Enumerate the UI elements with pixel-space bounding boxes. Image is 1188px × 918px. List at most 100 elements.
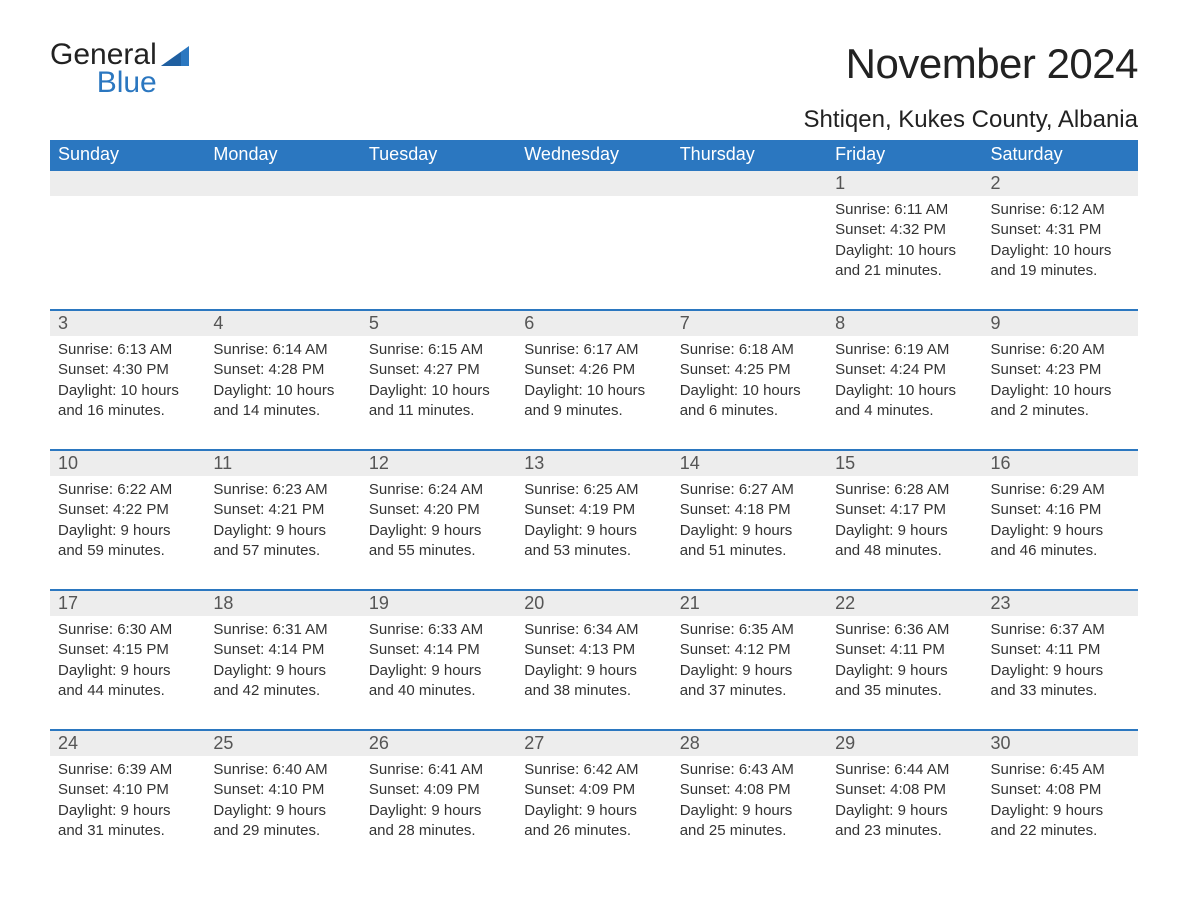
- daylight-text-line1: Daylight: 9 hours: [369, 521, 508, 541]
- sunset-text: Sunset: 4:24 PM: [835, 360, 974, 380]
- day-number-cell: 29: [827, 730, 982, 756]
- weekday-header-row: Sunday Monday Tuesday Wednesday Thursday…: [50, 140, 1138, 170]
- day-detail-cell: [50, 196, 205, 310]
- sunset-text: Sunset: 4:10 PM: [213, 780, 352, 800]
- sunrise-text: Sunrise: 6:39 AM: [58, 760, 197, 780]
- day-detail-cell: Sunrise: 6:17 AMSunset: 4:26 PMDaylight:…: [516, 336, 671, 450]
- daylight-text-line2: and 14 minutes.: [213, 401, 352, 421]
- daynum-row: 10111213141516: [50, 450, 1138, 476]
- sunset-text: Sunset: 4:12 PM: [680, 640, 819, 660]
- month-title: November 2024: [804, 40, 1138, 88]
- sunrise-text: Sunrise: 6:30 AM: [58, 620, 197, 640]
- daylight-text-line1: Daylight: 9 hours: [835, 661, 974, 681]
- day-detail-cell: Sunrise: 6:31 AMSunset: 4:14 PMDaylight:…: [205, 616, 360, 730]
- sunset-text: Sunset: 4:19 PM: [524, 500, 663, 520]
- sunset-text: Sunset: 4:18 PM: [680, 500, 819, 520]
- daylight-text-line1: Daylight: 9 hours: [369, 661, 508, 681]
- weekday-header: Saturday: [983, 140, 1138, 170]
- daylight-text-line1: Daylight: 9 hours: [835, 801, 974, 821]
- day-detail-cell: Sunrise: 6:34 AMSunset: 4:13 PMDaylight:…: [516, 616, 671, 730]
- day-number-cell: 25: [205, 730, 360, 756]
- weekday-header: Tuesday: [361, 140, 516, 170]
- day-number-cell: 21: [672, 590, 827, 616]
- page-root: General Blue November 2024 Shtiqen, Kuke…: [0, 0, 1188, 899]
- sunrise-text: Sunrise: 6:11 AM: [835, 200, 974, 220]
- day-number-cell: 4: [205, 310, 360, 336]
- daylight-text-line2: and 25 minutes.: [680, 821, 819, 841]
- sunset-text: Sunset: 4:23 PM: [991, 360, 1130, 380]
- day-detail-cell: Sunrise: 6:13 AMSunset: 4:30 PMDaylight:…: [50, 336, 205, 450]
- sunset-text: Sunset: 4:15 PM: [58, 640, 197, 660]
- day-number-cell: 18: [205, 590, 360, 616]
- daylight-text-line1: Daylight: 9 hours: [213, 521, 352, 541]
- sunrise-text: Sunrise: 6:37 AM: [991, 620, 1130, 640]
- logo-flag-icon: [161, 46, 189, 66]
- daylight-text-line2: and 40 minutes.: [369, 681, 508, 701]
- daylight-text-line2: and 26 minutes.: [524, 821, 663, 841]
- calendar-table: Sunday Monday Tuesday Wednesday Thursday…: [50, 140, 1138, 869]
- daylight-text-line2: and 55 minutes.: [369, 541, 508, 561]
- daylight-text-line2: and 31 minutes.: [58, 821, 197, 841]
- day-detail-cell: [672, 196, 827, 310]
- daylight-text-line1: Daylight: 9 hours: [991, 801, 1130, 821]
- daylight-text-line1: Daylight: 9 hours: [524, 801, 663, 821]
- sunset-text: Sunset: 4:08 PM: [680, 780, 819, 800]
- daylight-text-line1: Daylight: 9 hours: [369, 801, 508, 821]
- sunrise-text: Sunrise: 6:36 AM: [835, 620, 974, 640]
- day-detail-cell: Sunrise: 6:24 AMSunset: 4:20 PMDaylight:…: [361, 476, 516, 590]
- day-number-cell: 1: [827, 170, 982, 196]
- day-detail-cell: [205, 196, 360, 310]
- day-detail-cell: Sunrise: 6:18 AMSunset: 4:25 PMDaylight:…: [672, 336, 827, 450]
- sunrise-text: Sunrise: 6:24 AM: [369, 480, 508, 500]
- daylight-text-line2: and 28 minutes.: [369, 821, 508, 841]
- daylight-text-line2: and 48 minutes.: [835, 541, 974, 561]
- weekday-header: Friday: [827, 140, 982, 170]
- day-number-cell: [361, 170, 516, 196]
- sunset-text: Sunset: 4:09 PM: [369, 780, 508, 800]
- daylight-text-line1: Daylight: 10 hours: [369, 381, 508, 401]
- day-detail-cell: Sunrise: 6:36 AMSunset: 4:11 PMDaylight:…: [827, 616, 982, 730]
- sunset-text: Sunset: 4:25 PM: [680, 360, 819, 380]
- daynum-row: 12: [50, 170, 1138, 196]
- day-number-cell: 11: [205, 450, 360, 476]
- daylight-text-line2: and 6 minutes.: [680, 401, 819, 421]
- day-detail-cell: Sunrise: 6:23 AMSunset: 4:21 PMDaylight:…: [205, 476, 360, 590]
- day-detail-cell: Sunrise: 6:14 AMSunset: 4:28 PMDaylight:…: [205, 336, 360, 450]
- daylight-text-line2: and 44 minutes.: [58, 681, 197, 701]
- daylight-text-line1: Daylight: 9 hours: [991, 521, 1130, 541]
- day-number-cell: [205, 170, 360, 196]
- sunset-text: Sunset: 4:11 PM: [835, 640, 974, 660]
- daylight-text-line2: and 59 minutes.: [58, 541, 197, 561]
- daylight-text-line2: and 51 minutes.: [680, 541, 819, 561]
- sunrise-text: Sunrise: 6:25 AM: [524, 480, 663, 500]
- sunset-text: Sunset: 4:27 PM: [369, 360, 508, 380]
- day-detail-cell: Sunrise: 6:28 AMSunset: 4:17 PMDaylight:…: [827, 476, 982, 590]
- daylight-text-line1: Daylight: 9 hours: [680, 801, 819, 821]
- sunset-text: Sunset: 4:08 PM: [991, 780, 1130, 800]
- daylight-text-line2: and 11 minutes.: [369, 401, 508, 421]
- daylight-text-line1: Daylight: 9 hours: [213, 801, 352, 821]
- detail-row: Sunrise: 6:22 AMSunset: 4:22 PMDaylight:…: [50, 476, 1138, 590]
- day-detail-cell: Sunrise: 6:27 AMSunset: 4:18 PMDaylight:…: [672, 476, 827, 590]
- day-detail-cell: Sunrise: 6:40 AMSunset: 4:10 PMDaylight:…: [205, 756, 360, 869]
- day-number-cell: 6: [516, 310, 671, 336]
- calendar-body: 12 Sunrise: 6:11 AMSunset: 4:32 PMDaylig…: [50, 170, 1138, 869]
- weekday-header: Thursday: [672, 140, 827, 170]
- sunrise-text: Sunrise: 6:28 AM: [835, 480, 974, 500]
- logo: General Blue: [50, 40, 189, 98]
- sunrise-text: Sunrise: 6:19 AM: [835, 340, 974, 360]
- day-number-cell: 5: [361, 310, 516, 336]
- day-detail-cell: Sunrise: 6:44 AMSunset: 4:08 PMDaylight:…: [827, 756, 982, 869]
- day-detail-cell: Sunrise: 6:22 AMSunset: 4:22 PMDaylight:…: [50, 476, 205, 590]
- daylight-text-line2: and 2 minutes.: [991, 401, 1130, 421]
- day-number-cell: 19: [361, 590, 516, 616]
- day-number-cell: 16: [983, 450, 1138, 476]
- daylight-text-line1: Daylight: 9 hours: [991, 661, 1130, 681]
- day-detail-cell: Sunrise: 6:42 AMSunset: 4:09 PMDaylight:…: [516, 756, 671, 869]
- sunset-text: Sunset: 4:28 PM: [213, 360, 352, 380]
- sunrise-text: Sunrise: 6:44 AM: [835, 760, 974, 780]
- logo-text-block: General Blue: [50, 40, 157, 98]
- daylight-text-line2: and 16 minutes.: [58, 401, 197, 421]
- day-number-cell: 10: [50, 450, 205, 476]
- day-detail-cell: Sunrise: 6:39 AMSunset: 4:10 PMDaylight:…: [50, 756, 205, 869]
